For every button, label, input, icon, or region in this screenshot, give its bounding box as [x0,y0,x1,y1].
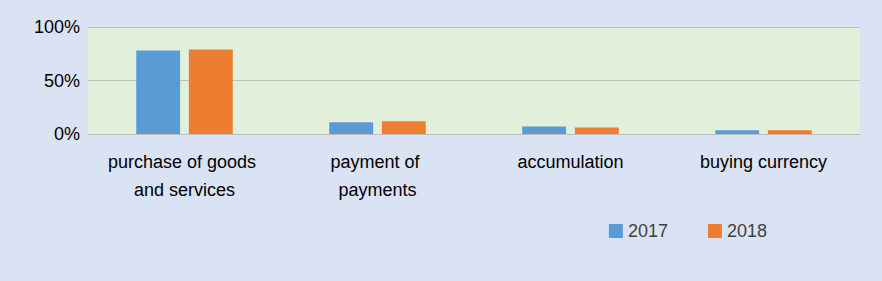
svg-text:payments: payments [338,180,416,200]
svg-text:payment of: payment of [330,152,424,172]
svg-text:and services: and services [134,180,235,200]
svg-text:2017: 2017 [628,221,668,241]
svg-text:buying currency: buying currency [700,152,827,172]
svg-text:accumulation: accumulation [517,152,623,172]
svg-text:purchase of goods: purchase of goods [108,152,261,172]
svg-text:0%: 0% [54,124,80,144]
svg-text:50%: 50% [44,71,80,91]
svg-text:2018: 2018 [727,221,767,241]
svg-text:100%: 100% [34,17,80,37]
